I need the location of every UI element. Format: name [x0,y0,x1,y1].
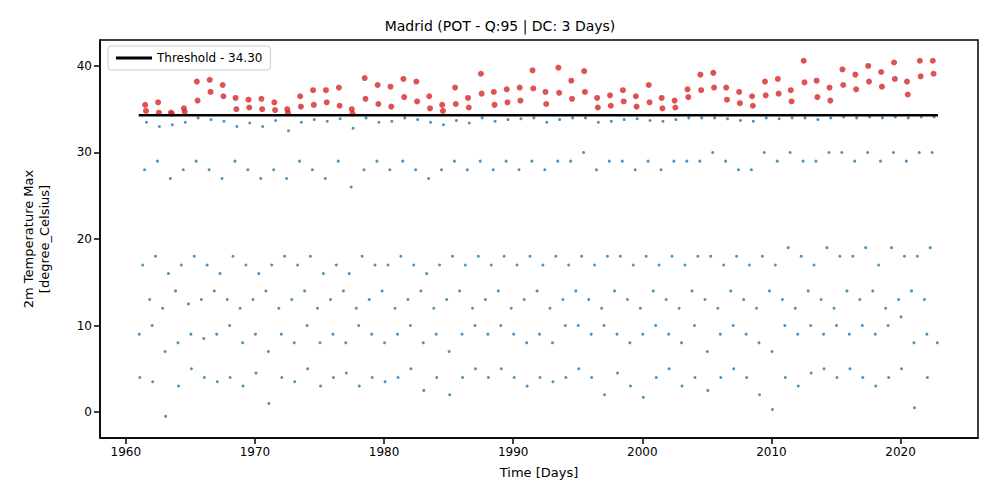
svg-text:2010: 2010 [756,445,787,459]
svg-text:Madrid (POT - Q:95 | DC: 3 Day: Madrid (POT - Q:95 | DC: 3 Days) [385,18,616,35]
svg-text:2m Temperature Max: 2m Temperature Max [21,169,36,308]
svg-text:1990: 1990 [498,445,529,459]
svg-text:1960: 1960 [111,445,142,459]
svg-text:[degree_Celsius]: [degree_Celsius] [37,185,52,293]
svg-text:30: 30 [77,145,92,159]
svg-text:20: 20 [77,232,92,246]
svg-text:0: 0 [84,405,92,419]
svg-text:2000: 2000 [627,445,658,459]
svg-text:1980: 1980 [369,445,400,459]
svg-text:2020: 2020 [885,445,916,459]
svg-text:Threshold - 34.30: Threshold - 34.30 [156,51,262,65]
svg-text:40: 40 [77,59,92,73]
svg-text:1970: 1970 [240,445,271,459]
svg-text:Time [Days]: Time [Days] [499,465,579,480]
svg-text:10: 10 [77,319,92,333]
